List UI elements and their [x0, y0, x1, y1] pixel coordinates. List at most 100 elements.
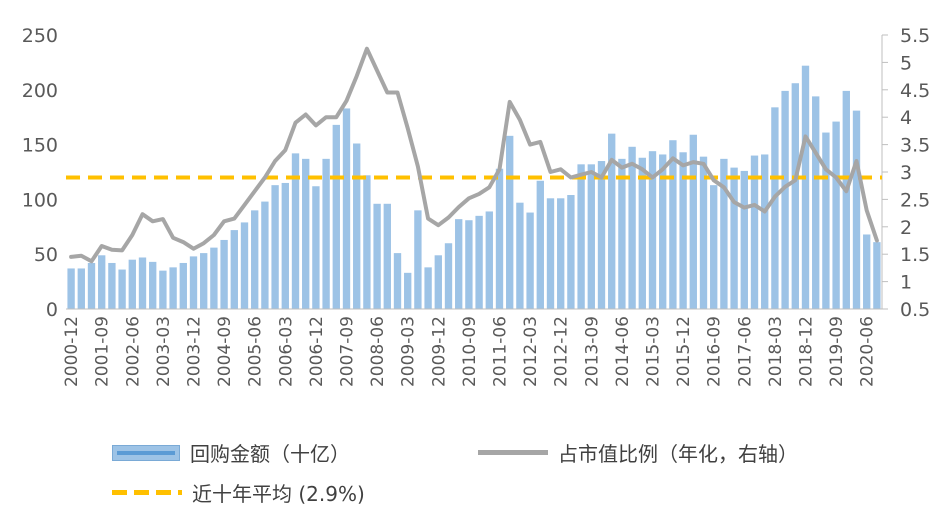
bar: [679, 152, 687, 309]
x-tick-label: 2009-12: [429, 316, 449, 387]
x-tick-label: 2004-09: [215, 316, 235, 387]
bar: [108, 262, 116, 309]
right-tick-label: 2.5: [900, 189, 930, 211]
bar: [587, 164, 595, 309]
bar: [159, 270, 167, 309]
right-tick-label: 5.5: [900, 25, 930, 47]
x-tick-label: 2006-03: [276, 316, 296, 387]
x-tick-label: 2000-12: [62, 316, 82, 387]
bar: [740, 170, 748, 309]
bar: [230, 230, 238, 309]
x-tick-label: 2018-12: [797, 316, 817, 387]
bar: [832, 121, 840, 309]
x-tick-label: 2016-09: [705, 316, 725, 387]
x-tick-label: 2012-03: [521, 316, 541, 387]
bar: [322, 158, 330, 309]
legend-label-line: 占市值比例（年化，右轴）: [558, 442, 798, 466]
legend-item-line: 占市值比例（年化，右轴）: [478, 438, 798, 467]
bar: [302, 158, 310, 309]
right-tick-label: 1.5: [900, 244, 930, 266]
right-tick-label: 3.5: [900, 135, 930, 157]
bar: [312, 186, 320, 309]
x-tick-label: 2020-06: [858, 316, 878, 387]
bar: [98, 255, 106, 309]
bar: [618, 158, 626, 309]
legend-swatch-line: [478, 450, 548, 455]
bar: [730, 167, 738, 309]
right-tick-label: 2: [900, 217, 912, 239]
x-tick-label: 2007-09: [338, 316, 358, 387]
bar: [750, 155, 759, 309]
bar: [67, 268, 75, 309]
bar: [87, 262, 96, 309]
bar: [812, 96, 820, 309]
bar: [200, 253, 208, 309]
x-tick-label: 2003-03: [154, 316, 174, 387]
legend-label-average: 近十年平均 (2.9%): [192, 482, 365, 506]
bar: [251, 210, 259, 309]
bar: [455, 219, 463, 309]
right-tick-label: 3: [900, 162, 912, 184]
bar: [761, 154, 769, 309]
x-tick-label: 2008-06: [368, 316, 388, 387]
bar: [536, 180, 544, 309]
bar: [495, 168, 504, 309]
bar: [873, 242, 881, 309]
left-tick-label: 0: [46, 299, 58, 321]
bar: [210, 247, 218, 309]
bar: [822, 132, 830, 309]
left-tick-label: 200: [22, 80, 58, 102]
right-tick-label: 4: [900, 107, 912, 129]
bar: [169, 267, 177, 309]
bar: [444, 243, 453, 309]
x-tick-label: 2019-09: [827, 316, 847, 387]
bar: [791, 83, 799, 309]
bar: [720, 158, 728, 309]
bar: [516, 202, 524, 309]
right-tick-label: 1: [900, 272, 912, 294]
bar: [842, 90, 850, 309]
x-tick-label: 2014-06: [613, 316, 633, 387]
bar: [852, 110, 861, 310]
x-tick-label: 2010-09: [460, 316, 480, 387]
x-tick-label: 2011-06: [491, 316, 511, 387]
legend-swatch-bars: [112, 444, 180, 461]
bar: [240, 222, 249, 309]
bar: [434, 255, 442, 309]
legend-swatch-average: [112, 490, 182, 495]
bar: [149, 261, 157, 309]
x-tick-label: 2003-12: [185, 316, 205, 387]
bar: [465, 220, 473, 309]
right-axis-ticks: 0.5 1 1.5 2 2.5 3 3.5 4 4.5 5 5.5: [882, 25, 930, 321]
chart-axes: [66, 35, 883, 310]
bar: [77, 268, 85, 309]
bar: [597, 161, 606, 309]
bar: [353, 143, 361, 309]
bar: [648, 151, 657, 309]
bar: [332, 124, 340, 309]
left-tick-label: 50: [34, 244, 58, 266]
bar: [138, 257, 147, 309]
x-tick-label: 2005-06: [246, 316, 266, 387]
bar: [577, 164, 585, 309]
bar: [485, 211, 493, 309]
bar: [781, 90, 789, 309]
bar: [291, 153, 300, 309]
bar: [546, 198, 555, 309]
bar: [342, 108, 351, 309]
x-tick-label: 2015-03: [644, 316, 664, 387]
x-tick-label: 2017-06: [735, 316, 755, 387]
x-axis-ticks: 2000-12 2001-09 2002-06 2003-03 2003-12 2004-…: [62, 316, 878, 387]
x-tick-label: 2013-09: [582, 316, 602, 387]
bar: [373, 203, 381, 309]
bar: [567, 195, 575, 309]
bar: [128, 259, 136, 309]
bar: [526, 212, 534, 309]
x-tick-label: 2006-12: [307, 316, 327, 387]
bar: [118, 269, 126, 309]
x-tick-label: 2001-09: [93, 316, 113, 387]
bar: [608, 133, 616, 309]
bar: [383, 203, 391, 309]
bar: [506, 135, 514, 309]
